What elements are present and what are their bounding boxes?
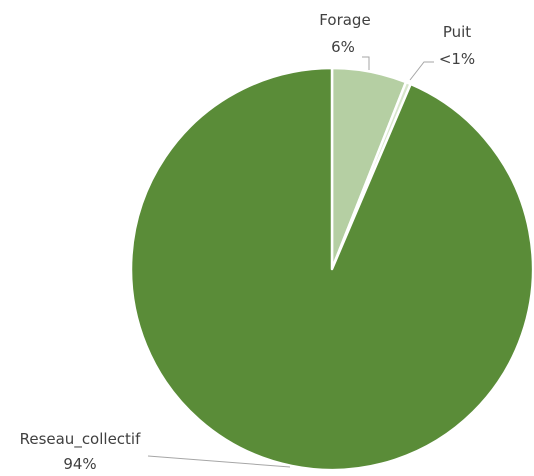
slice-label-puit-name: Puit [443,23,471,41]
slice-label-forage-value: 6% [331,38,355,56]
slice-label-puit-value: <1% [439,50,475,68]
slice-label-reseau-collectif-name: Reseau_collectif [20,430,142,449]
leader-line-forage [362,56,370,70]
leader-lines [147,56,434,468]
leader-line-puit [409,61,434,81]
leader-line-reseau-collectif [147,455,291,468]
slice-label-forage-name: Forage [319,11,370,29]
pie-slice-reseau-collectif [129,66,534,472]
pie-slices [129,66,534,472]
slice-label-reseau-collectif-value: 94% [63,455,96,473]
